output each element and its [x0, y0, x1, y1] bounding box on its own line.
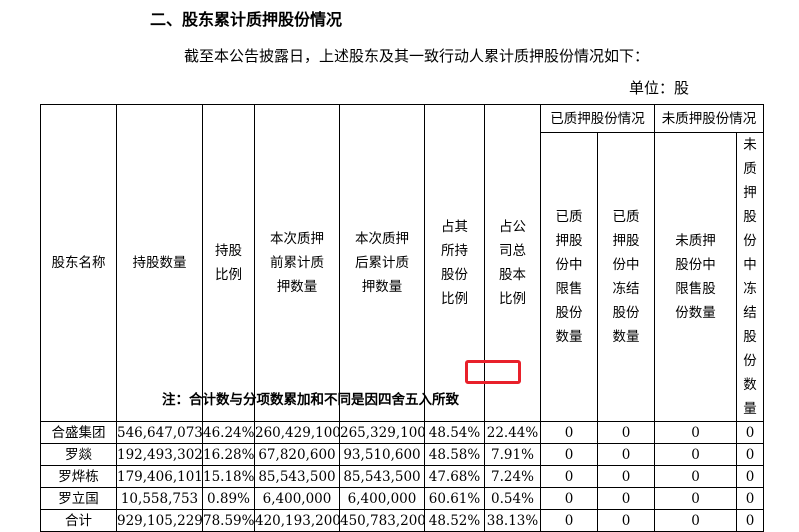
cell-unpledged-restricted: 0 [654, 487, 737, 510]
table-row: 罗烨栋 179,406,101 15.18% 85,543,500 85,543… [40, 465, 764, 488]
cell-shareholder: 合计 [40, 509, 117, 532]
header-shareholder: 股东名称 [40, 104, 117, 422]
cell-pledged-frozen: 0 [597, 509, 655, 532]
cell-unpledged-frozen: 0 [736, 443, 764, 466]
cell-unpledged-frozen: 0 [736, 465, 764, 488]
header-row-top: 股东名称 持股数量 持股 比例 本次质押 前累计质 押数量 本次质押 后累计质 … [40, 104, 764, 422]
cell-before-pledge: 67,820,600 [254, 443, 340, 466]
cell-holding-ratio: 16.28% [202, 443, 255, 466]
total-row: 合计 929,105,229 78.59% 420,193,200 450,78… [40, 509, 764, 532]
cell-after-pledge: 85,543,500 [339, 465, 425, 488]
cell-shareholder: 合盛集团 [40, 421, 117, 444]
header-pledged-group: 已质押股份情况 [540, 104, 655, 133]
cell-pledged-frozen: 0 [597, 443, 655, 466]
cell-pledged-restricted: 0 [540, 487, 598, 510]
cell-unpledged-restricted: 0 [654, 465, 737, 488]
cell-holding-ratio: 0.89% [202, 487, 255, 510]
cell-pct-total-highlighted: 38.13% [484, 509, 541, 532]
cell-unpledged-restricted: 0 [654, 421, 737, 444]
header-unpledged-group: 未质押股份情况 [654, 104, 764, 133]
cell-holding: 929,105,229 [116, 509, 203, 532]
cell-holding: 10,558,753 [116, 487, 203, 510]
cell-unpledged-restricted: 0 [654, 443, 737, 466]
cell-holding: 179,406,101 [116, 465, 203, 488]
cell-pct-total: 22.44% [484, 421, 541, 444]
cell-pct-own: 48.58% [424, 443, 485, 466]
highlight-box [465, 360, 521, 384]
section-title: 二、股东累计质押股份情况 [150, 10, 343, 29]
table-row: 罗燚 192,493,302 16.28% 67,820,600 93,510,… [40, 443, 764, 466]
cell-pct-own: 60.61% [424, 487, 485, 510]
cell-pct-own: 47.68% [424, 465, 485, 488]
header-unpledged-frozen: 未质 押股 份中 冻结 股份 数量 [736, 132, 764, 422]
header-holding: 持股数量 [116, 104, 203, 422]
intro-text: 截至本公告披露日，上述股东及其一致行动人累计质押股份情况如下： [184, 47, 650, 65]
cell-pct-own: 48.52% [424, 509, 485, 532]
header-pct-total: 占公 司总 股本 比例 [484, 104, 541, 422]
cell-holding: 192,493,302 [116, 443, 203, 466]
table-row: 合盛集团 546,647,073 46.24% 260,429,100 265,… [40, 421, 764, 444]
header-pct-own: 占其 所持 股份 比例 [424, 104, 485, 422]
pledge-table: 股东名称 持股数量 持股 比例 本次质押 前累计质 押数量 本次质押 后累计质 … [40, 104, 764, 532]
header-unpledged-restricted: 未质押 股份中 限售股 份数量 [654, 132, 737, 422]
footnote: 注：合计数与分项数累加和不同是因四舍五入所致 [162, 392, 459, 408]
cell-holding-ratio: 15.18% [202, 465, 255, 488]
cell-after-pledge: 93,510,600 [339, 443, 425, 466]
cell-shareholder: 罗立国 [40, 487, 117, 510]
table-row: 罗立国 10,558,753 0.89% 6,400,000 6,400,000… [40, 487, 764, 510]
cell-shareholder: 罗烨栋 [40, 465, 117, 488]
cell-before-pledge: 420,193,200 [254, 509, 341, 532]
cell-pledged-restricted: 0 [540, 509, 598, 532]
unit-label: 单位：股 [628, 79, 689, 97]
cell-after-pledge: 6,400,000 [339, 487, 425, 510]
cell-after-pledge: 265,329,100 [339, 421, 426, 444]
cell-pledged-frozen: 0 [597, 465, 655, 488]
cell-pledged-frozen: 0 [597, 421, 655, 444]
cell-pledged-restricted: 0 [540, 421, 598, 444]
cell-holding-ratio: 78.59% [202, 509, 255, 532]
header-holding-ratio: 持股 比例 [202, 104, 255, 422]
cell-holding-ratio: 46.24% [202, 421, 255, 444]
cell-unpledged-frozen: 0 [736, 421, 764, 444]
cell-pledged-restricted: 0 [540, 443, 598, 466]
header-pledged-frozen: 已质 押股 份中 冻结 股份 数量 [597, 132, 655, 422]
cell-shareholder: 罗燚 [40, 443, 117, 466]
cell-before-pledge: 85,543,500 [254, 465, 340, 488]
cell-pct-total: 7.24% [484, 465, 541, 488]
cell-pledged-frozen: 0 [597, 487, 655, 510]
cell-pct-total: 7.91% [484, 443, 541, 466]
cell-holding: 546,647,073 [116, 421, 203, 444]
cell-unpledged-frozen: 0 [736, 487, 764, 510]
cell-unpledged-restricted: 0 [654, 509, 737, 532]
header-pledged-restricted: 已质 押股 份中 限售 股份 数量 [540, 132, 598, 422]
cell-pct-total: 0.54% [484, 487, 541, 510]
cell-before-pledge: 260,429,100 [254, 421, 341, 444]
cell-pct-own: 48.54% [424, 421, 485, 444]
cell-after-pledge: 450,783,200 [339, 509, 426, 532]
cell-pledged-restricted: 0 [540, 465, 598, 488]
cell-unpledged-frozen: 0 [736, 509, 764, 532]
header-after-pledge: 本次质押 后累计质 押数量 [339, 104, 425, 422]
header-before-pledge: 本次质押 前累计质 押数量 [254, 104, 340, 422]
cell-before-pledge: 6,400,000 [254, 487, 340, 510]
